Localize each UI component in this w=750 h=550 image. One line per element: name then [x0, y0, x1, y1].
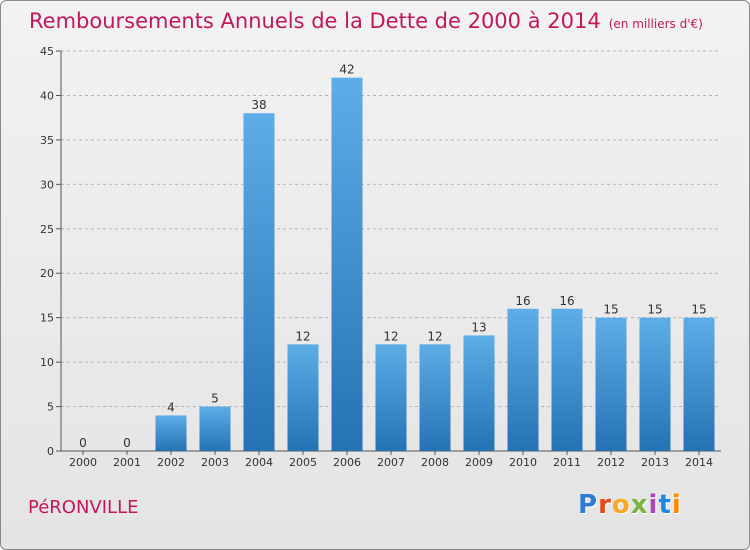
y-tick-label-5: 5 [47, 401, 54, 414]
logo-letter: i [648, 490, 659, 520]
y-tick-label-10: 10 [40, 356, 54, 369]
bar-2009 [463, 335, 495, 451]
value-label-2011: 16 [559, 294, 574, 308]
x-tick-label-2007: 2007 [377, 456, 405, 469]
value-label-2002: 4 [167, 400, 175, 414]
x-tick-label-2013: 2013 [641, 456, 669, 469]
x-tick-label-2002: 2002 [157, 456, 185, 469]
logo-letter: t [658, 490, 672, 520]
logo-letter: r [598, 490, 612, 520]
value-label-2009: 13 [471, 320, 486, 334]
commune-name: PéRONVILLE [28, 497, 139, 518]
value-label-2010: 16 [515, 294, 530, 308]
value-label-2000: 0 [79, 436, 87, 450]
logo-letter: P [578, 490, 599, 520]
x-tick-label-2010: 2010 [509, 456, 537, 469]
value-label-2008: 12 [427, 329, 442, 343]
label-layer: 0 0 4 5 38 12 42 12 12 13 16 16 15 15 15 [79, 63, 706, 450]
logo-letter: o [611, 490, 631, 520]
x-tick-label-2008: 2008 [421, 456, 449, 469]
value-label-2003: 5 [211, 392, 219, 406]
x-tick-label-2014: 2014 [685, 456, 713, 469]
y-tick-label-35: 35 [40, 134, 54, 147]
bar-2014 [683, 317, 715, 451]
value-label-2005: 12 [295, 329, 310, 343]
chart-subtitle: (en milliers d'€) [608, 17, 703, 31]
y-tick-label-40: 40 [40, 89, 54, 102]
bar-2011 [551, 308, 583, 451]
x-tick-label-2004: 2004 [245, 456, 273, 469]
logo-letter: x [630, 490, 649, 520]
bar-2006 [331, 77, 363, 452]
bar-2002 [155, 415, 187, 451]
y-tick-label-0: 0 [47, 445, 54, 458]
logo-letter: i [671, 490, 682, 520]
x-tick-label-2012: 2012 [597, 456, 625, 469]
y-tick-label-15: 15 [40, 312, 54, 325]
x-tick-label-2011: 2011 [553, 456, 581, 469]
y-tick-label-45: 45 [40, 45, 54, 58]
bar-2007 [375, 344, 407, 451]
x-tick-label-2009: 2009 [465, 456, 493, 469]
bar-2004 [243, 113, 275, 451]
bar-2013 [639, 317, 671, 451]
y-tick-label-25: 25 [40, 223, 54, 236]
value-label-2013: 15 [647, 303, 662, 317]
bar-layer [155, 77, 715, 452]
x-tick-label-2006: 2006 [333, 456, 361, 469]
value-label-2007: 12 [383, 329, 398, 343]
y-tick-label-30: 30 [40, 178, 54, 191]
bar-2003 [199, 406, 231, 451]
value-label-2014: 15 [691, 303, 706, 317]
chart-title-text: Remboursements Annuels de la Dette de 20… [29, 9, 601, 33]
value-label-2004: 38 [251, 98, 266, 112]
value-label-2012: 15 [603, 303, 618, 317]
bar-2010 [507, 308, 539, 451]
x-tick-label-2005: 2005 [289, 456, 317, 469]
value-label-2001: 0 [123, 436, 131, 450]
x-tick-label-2001: 2001 [113, 456, 141, 469]
chart-title: Remboursements Annuels de la Dette de 20… [29, 9, 703, 33]
bar-2012 [595, 317, 627, 451]
value-label-2006: 42 [339, 63, 354, 77]
y-tick-label-20: 20 [40, 267, 54, 280]
bar-2005 [287, 344, 319, 451]
x-tick-label-2003: 2003 [201, 456, 229, 469]
x-tick-label-2000: 2000 [69, 456, 97, 469]
proxiti-logo: Proxiti [578, 490, 682, 520]
bar-2008 [419, 344, 451, 451]
